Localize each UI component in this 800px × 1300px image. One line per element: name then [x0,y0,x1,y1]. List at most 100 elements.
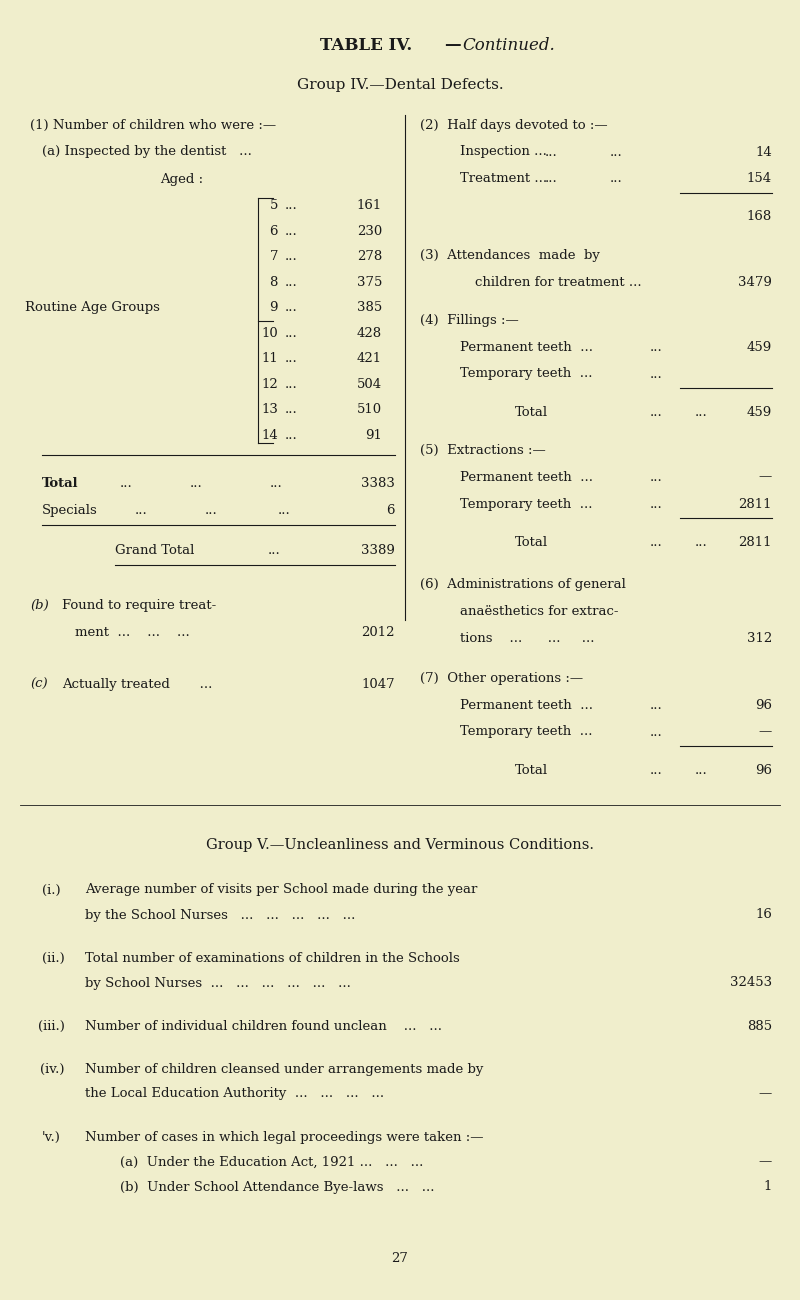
Text: Treatment ...: Treatment ... [460,173,547,186]
Text: 7: 7 [270,251,278,264]
Text: 96: 96 [755,698,772,711]
Text: 161: 161 [357,199,382,212]
Text: ...: ... [695,763,708,776]
Text: 32453: 32453 [730,976,772,989]
Text: Total: Total [515,763,548,776]
Text: 375: 375 [357,276,382,289]
Text: 2811: 2811 [738,536,772,549]
Text: Actually treated       ...: Actually treated ... [62,679,212,692]
Text: 504: 504 [357,378,382,391]
Text: 16: 16 [755,909,772,922]
Text: ...: ... [285,378,298,391]
Text: (a)  Under the Education Act, 1921 ...   ...   ...: (a) Under the Education Act, 1921 ... ..… [120,1156,423,1169]
Text: ...: ... [190,477,202,490]
Text: 3479: 3479 [738,276,772,289]
Text: 385: 385 [357,302,382,315]
Text: ...: ... [270,477,282,490]
Text: 6: 6 [386,504,395,517]
Text: (c): (c) [30,679,48,692]
Text: Aged :: Aged : [160,173,203,186]
Text: Permanent teeth  ...: Permanent teeth ... [460,341,593,354]
Text: 421: 421 [357,352,382,365]
Text: 13: 13 [261,403,278,416]
Text: (i.): (i.) [42,884,61,897]
Text: 10: 10 [262,328,278,341]
Text: Total number of examinations of children in the Schools: Total number of examinations of children… [85,952,460,965]
Text: 9: 9 [270,302,278,315]
Text: ...: ... [545,146,558,159]
Text: 2811: 2811 [738,498,772,511]
Text: ...: ... [650,536,662,549]
Text: 91: 91 [365,429,382,442]
Text: —: — [444,36,461,53]
Text: Total: Total [515,406,548,419]
Text: ...: ... [120,477,133,490]
Text: ...: ... [650,498,662,511]
Text: 428: 428 [357,328,382,341]
Text: 8: 8 [270,276,278,289]
Text: Total: Total [515,536,548,549]
Text: (iii.): (iii.) [38,1019,65,1032]
Text: ...: ... [695,406,708,419]
Text: Continued.: Continued. [462,36,554,53]
Text: (1) Number of children who were :—: (1) Number of children who were :— [30,118,276,131]
Text: —: — [758,471,772,484]
Text: 230: 230 [357,225,382,238]
Text: —: — [758,725,772,738]
Text: Temporary teeth  ...: Temporary teeth ... [460,368,593,381]
Text: 14: 14 [262,429,278,442]
Text: 12: 12 [262,378,278,391]
Text: 885: 885 [747,1019,772,1032]
Text: the Local Education Authority  ...   ...   ...   ...: the Local Education Authority ... ... ..… [85,1088,384,1101]
Text: ...: ... [650,471,662,484]
Text: children for treatment ...: children for treatment ... [475,276,642,289]
Text: Number of children cleansed under arrangements made by: Number of children cleansed under arrang… [85,1062,483,1075]
Text: ...: ... [650,368,662,381]
Text: 14: 14 [755,146,772,159]
Text: 3389: 3389 [361,543,395,556]
Text: ...: ... [285,328,298,341]
Text: Specials: Specials [42,504,98,517]
Text: Found to require treat-: Found to require treat- [62,599,216,612]
Text: ...: ... [650,406,662,419]
Text: ...: ... [545,173,558,186]
Text: ...: ... [285,429,298,442]
Text: —: — [758,1156,772,1169]
Text: 6: 6 [270,225,278,238]
Text: Grand Total: Grand Total [115,543,194,556]
Text: ...: ... [695,536,708,549]
Text: 168: 168 [746,211,772,224]
Text: ...: ... [285,251,298,264]
Text: (2)  Half days devoted to :—: (2) Half days devoted to :— [420,118,608,131]
Text: Temporary teeth  ...: Temporary teeth ... [460,498,593,511]
Text: anaësthetics for extrac-: anaësthetics for extrac- [460,604,618,617]
Text: (7)  Other operations :—: (7) Other operations :— [420,672,583,685]
Text: ...: ... [610,173,622,186]
Text: ...: ... [135,504,148,517]
Text: Group IV.—Dental Defects.: Group IV.—Dental Defects. [297,78,503,92]
Text: ...: ... [650,698,662,711]
Text: (6)  Administrations of general: (6) Administrations of general [420,577,626,590]
Text: ...: ... [650,763,662,776]
Text: Inspection ...: Inspection ... [460,146,547,159]
Text: ...: ... [610,146,622,159]
Text: ...: ... [285,225,298,238]
Text: Number of cases in which legal proceedings were taken :—: Number of cases in which legal proceedin… [85,1131,483,1144]
Text: ...: ... [285,199,298,212]
Text: 312: 312 [746,632,772,645]
Text: tions    ...      ...     ...: tions ... ... ... [460,632,594,645]
Text: (iv.): (iv.) [40,1062,65,1075]
Text: 5: 5 [270,199,278,212]
Text: ...: ... [268,543,281,556]
Text: 154: 154 [747,173,772,186]
Text: 510: 510 [357,403,382,416]
Text: ...: ... [650,725,662,738]
Text: ...: ... [278,504,290,517]
Text: Number of individual children found unclean    ...   ...: Number of individual children found uncl… [85,1019,442,1032]
Text: (4)  Fillings :—: (4) Fillings :— [420,313,518,326]
Text: 27: 27 [391,1252,409,1265]
Text: (3)  Attendances  made  by: (3) Attendances made by [420,248,600,261]
Text: 459: 459 [746,406,772,419]
Text: Permanent teeth  ...: Permanent teeth ... [460,471,593,484]
Text: ...: ... [650,341,662,354]
